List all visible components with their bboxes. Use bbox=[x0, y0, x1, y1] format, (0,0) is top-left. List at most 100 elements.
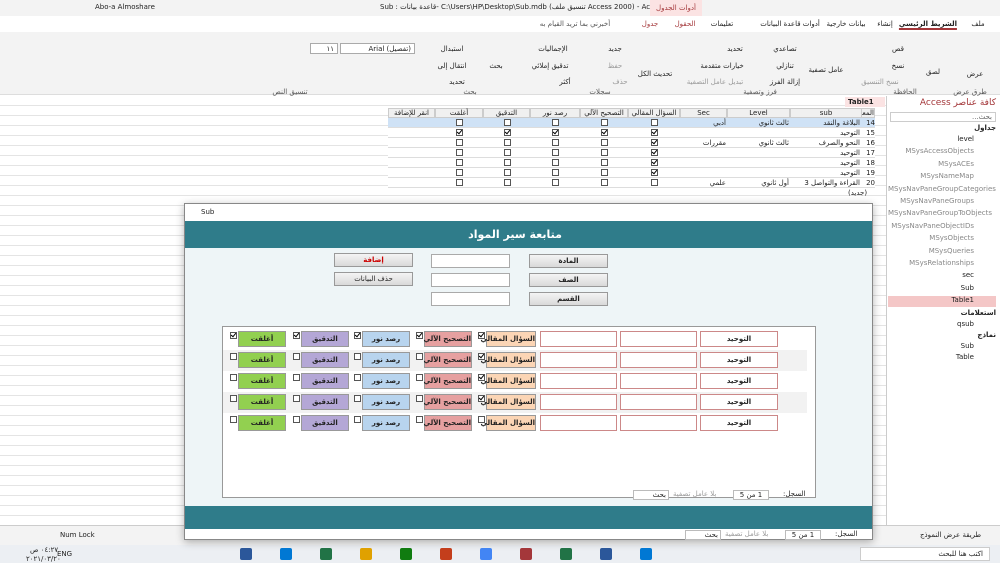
checkbox[interactable] bbox=[503, 149, 511, 156]
nav-item[interactable]: MSysAccessObjects bbox=[905, 147, 974, 156]
ribbon-command[interactable]: عرض bbox=[966, 70, 984, 78]
nav-item[interactable]: MSysNavPaneGroupToObjects bbox=[888, 209, 993, 218]
ribbon-tab[interactable]: أدوات قاعدة البيانات bbox=[760, 20, 820, 28]
checkbox[interactable] bbox=[230, 374, 237, 381]
taskbar-icon[interactable] bbox=[520, 548, 532, 560]
object-tab[interactable]: Table1 bbox=[845, 97, 885, 107]
checkbox[interactable] bbox=[293, 332, 300, 339]
ribbon-tab[interactable]: جدول bbox=[641, 20, 659, 28]
checkbox[interactable] bbox=[456, 119, 463, 126]
checkbox[interactable] bbox=[552, 119, 559, 126]
checkbox[interactable] bbox=[293, 395, 300, 402]
checkbox[interactable] bbox=[552, 159, 559, 166]
ribbon-command[interactable]: تنازلي bbox=[776, 62, 794, 70]
checkbox[interactable] bbox=[651, 139, 658, 146]
empty-box[interactable] bbox=[620, 331, 697, 347]
empty-box[interactable] bbox=[540, 352, 617, 368]
record-search[interactable]: بحث bbox=[685, 530, 721, 540]
checkbox[interactable] bbox=[456, 149, 463, 156]
checkbox[interactable] bbox=[478, 332, 485, 339]
empty-box[interactable] bbox=[620, 415, 697, 431]
empty-box[interactable] bbox=[620, 394, 697, 410]
status-button[interactable]: رصد نور bbox=[362, 394, 410, 410]
taskbar-search[interactable]: اكتب هنا للبحث bbox=[860, 547, 990, 561]
nav-item[interactable]: MSysNavPaneGroups bbox=[900, 197, 974, 205]
checkbox[interactable] bbox=[601, 179, 608, 186]
checkbox[interactable] bbox=[456, 169, 463, 176]
status-button[interactable]: أغلقت bbox=[238, 394, 286, 410]
field-combo[interactable] bbox=[431, 292, 510, 306]
checkbox[interactable] bbox=[230, 416, 237, 423]
ribbon-command[interactable]: إزالة الفرز bbox=[769, 78, 801, 86]
nav-item[interactable]: MSysRelationships bbox=[909, 259, 974, 267]
checkbox[interactable] bbox=[552, 129, 559, 136]
checkbox[interactable] bbox=[651, 169, 658, 176]
status-button[interactable]: السؤال المقالي bbox=[480, 373, 536, 389]
taskbar-icon[interactable] bbox=[400, 548, 412, 560]
taskbar-icon[interactable] bbox=[320, 548, 332, 560]
checkbox[interactable] bbox=[354, 353, 361, 360]
ribbon-command[interactable]: قص bbox=[892, 45, 904, 53]
checkbox[interactable] bbox=[478, 353, 485, 360]
ribbon-command[interactable]: الإجماليات bbox=[538, 45, 568, 53]
nav-item[interactable]: Sub bbox=[960, 341, 974, 350]
nav-title[interactable]: كافة عناصر Access bbox=[919, 98, 996, 108]
ribbon-command[interactable]: تحديث الكل bbox=[637, 70, 673, 78]
checkbox[interactable] bbox=[552, 149, 559, 156]
taskbar-icon[interactable] bbox=[280, 548, 292, 560]
field-combo[interactable] bbox=[431, 254, 510, 268]
status-button[interactable]: السؤال المقالي bbox=[480, 394, 536, 410]
record-search[interactable]: بحث bbox=[633, 490, 669, 500]
tell-me[interactable]: أخبرني بما تريد القيام به bbox=[539, 20, 611, 28]
checkbox[interactable] bbox=[651, 129, 658, 136]
ribbon-command[interactable]: تحديد bbox=[449, 78, 465, 86]
checkbox[interactable] bbox=[293, 416, 300, 423]
size-box[interactable]: ١١ bbox=[310, 43, 338, 54]
checkbox[interactable] bbox=[601, 129, 608, 136]
status-button[interactable]: أغلقت bbox=[238, 352, 286, 368]
nav-search[interactable]: بحث... bbox=[890, 112, 996, 122]
ribbon-command[interactable]: خيارات متقدمة bbox=[700, 62, 744, 70]
checkbox[interactable] bbox=[601, 119, 608, 126]
status-button[interactable]: التدقيق bbox=[301, 394, 349, 410]
checkbox[interactable] bbox=[230, 332, 237, 339]
nav-item[interactable]: MSysACEs bbox=[938, 159, 974, 168]
taskbar-icon[interactable] bbox=[240, 548, 252, 560]
checkbox[interactable] bbox=[552, 179, 559, 186]
nav-section[interactable]: استعلامات bbox=[960, 308, 996, 317]
checkbox[interactable] bbox=[230, 395, 237, 402]
status-button[interactable]: التصحيح الآلي bbox=[424, 331, 472, 347]
checkbox[interactable] bbox=[503, 159, 511, 166]
status-button[interactable]: التصحيح الآلي bbox=[424, 352, 472, 368]
ribbon-command[interactable]: حفظ bbox=[607, 62, 623, 70]
nav-item[interactable]: MSysObjects bbox=[929, 234, 974, 243]
checkbox[interactable] bbox=[503, 129, 511, 136]
checkbox[interactable] bbox=[293, 353, 300, 360]
checkbox[interactable] bbox=[456, 179, 463, 186]
checkbox[interactable] bbox=[456, 139, 463, 146]
ribbon-tab[interactable]: بيانات خارجية bbox=[826, 20, 866, 28]
empty-box[interactable] bbox=[620, 373, 697, 389]
checkbox[interactable] bbox=[478, 374, 485, 381]
checkbox[interactable] bbox=[354, 374, 361, 381]
nav-section[interactable]: نماذج bbox=[977, 330, 996, 339]
checkbox[interactable] bbox=[416, 374, 423, 381]
checkbox[interactable] bbox=[503, 169, 511, 176]
checkbox[interactable] bbox=[552, 169, 559, 176]
nav-item[interactable]: sec bbox=[962, 271, 974, 280]
status-button[interactable]: التصحيح الآلي bbox=[424, 415, 472, 431]
checkbox[interactable] bbox=[416, 353, 423, 360]
empty-box[interactable] bbox=[540, 331, 617, 347]
status-button[interactable]: التدقيق bbox=[301, 331, 349, 347]
ribbon-command[interactable]: استبدال bbox=[440, 45, 464, 53]
font-box[interactable]: Arial (تفصيل) bbox=[340, 43, 415, 54]
taskbar-icon[interactable] bbox=[360, 548, 372, 560]
checkbox[interactable] bbox=[416, 416, 423, 423]
checkbox[interactable] bbox=[601, 159, 608, 166]
nav-item[interactable]: qsub bbox=[957, 319, 974, 328]
nav-item[interactable]: MSysNavPaneObjectIDs bbox=[891, 221, 974, 230]
checkbox[interactable] bbox=[503, 179, 511, 186]
taskbar-icon[interactable] bbox=[640, 548, 652, 560]
checkbox[interactable] bbox=[416, 395, 423, 402]
empty-box[interactable] bbox=[620, 352, 697, 368]
